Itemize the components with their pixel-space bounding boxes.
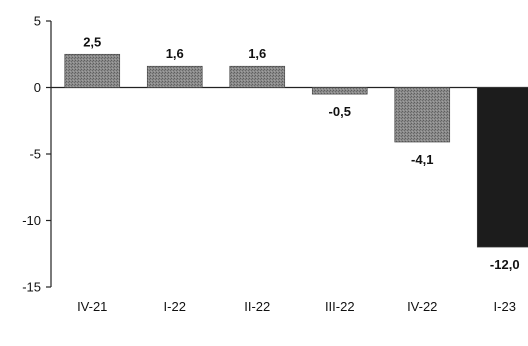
bar-i-22 xyxy=(146,65,203,88)
y-tick-label: 0 xyxy=(34,80,41,95)
x-tick-label-i-22: I-22 xyxy=(164,299,186,314)
data-label-iii-22: -0,5 xyxy=(329,104,351,119)
data-label-i-22: 1,6 xyxy=(166,46,184,61)
bar-ii-22 xyxy=(229,65,286,88)
x-axis-labels: IV-21 I-22 II-22 III-22 IV-22 I-23 xyxy=(77,299,516,314)
x-tick-label-iv-21: IV-21 xyxy=(77,299,107,314)
x-tick-label-iii-22: III-22 xyxy=(325,299,355,314)
x-tick-label-i-23: I-23 xyxy=(494,299,516,314)
x-tick-label-ii-22: II-22 xyxy=(244,299,270,314)
y-tick-label: 5 xyxy=(34,14,41,29)
bars xyxy=(64,53,528,248)
bar-i-23 xyxy=(476,87,528,248)
y-tick-label: -10 xyxy=(22,213,41,228)
data-label-i-23: -12,0 xyxy=(490,257,520,272)
y-tick-label: -5 xyxy=(29,147,41,162)
bar-iv-22 xyxy=(394,87,451,143)
data-label-iv-22: -4,1 xyxy=(411,152,433,167)
bar-iii-22 xyxy=(311,87,368,95)
bar-iv-21 xyxy=(64,53,121,88)
x-tick-label-iv-22: IV-22 xyxy=(407,299,437,314)
data-label-ii-22: 1,6 xyxy=(248,46,266,61)
data-label-iv-21: 2,5 xyxy=(83,34,101,49)
y-tick-label: -15 xyxy=(22,280,41,295)
data-labels: 2,5 1,6 1,6 -0,5 -4,1 -12,0 xyxy=(83,34,519,272)
